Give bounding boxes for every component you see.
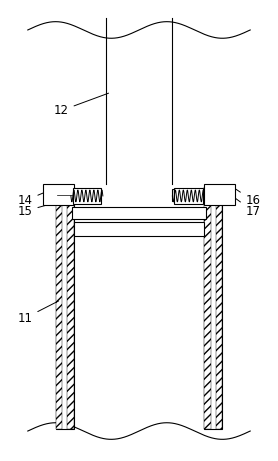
Bar — [72, 207, 206, 219]
Text: 11: 11 — [18, 301, 59, 325]
Bar — [67, 187, 74, 429]
Bar — [73, 188, 101, 204]
Bar — [172, 189, 190, 201]
Bar — [74, 222, 204, 236]
Bar — [56, 187, 74, 429]
Bar — [75, 189, 89, 201]
Text: 16: 16 — [234, 188, 260, 207]
Bar — [216, 187, 222, 429]
Bar — [204, 187, 222, 429]
Bar — [56, 187, 62, 429]
Text: 15: 15 — [18, 202, 57, 218]
Text: 12: 12 — [54, 93, 109, 117]
Bar — [174, 188, 203, 204]
Bar — [43, 184, 74, 205]
Bar — [204, 187, 211, 429]
Text: 17: 17 — [234, 198, 260, 218]
Text: 14: 14 — [18, 188, 56, 207]
Bar — [204, 184, 235, 205]
